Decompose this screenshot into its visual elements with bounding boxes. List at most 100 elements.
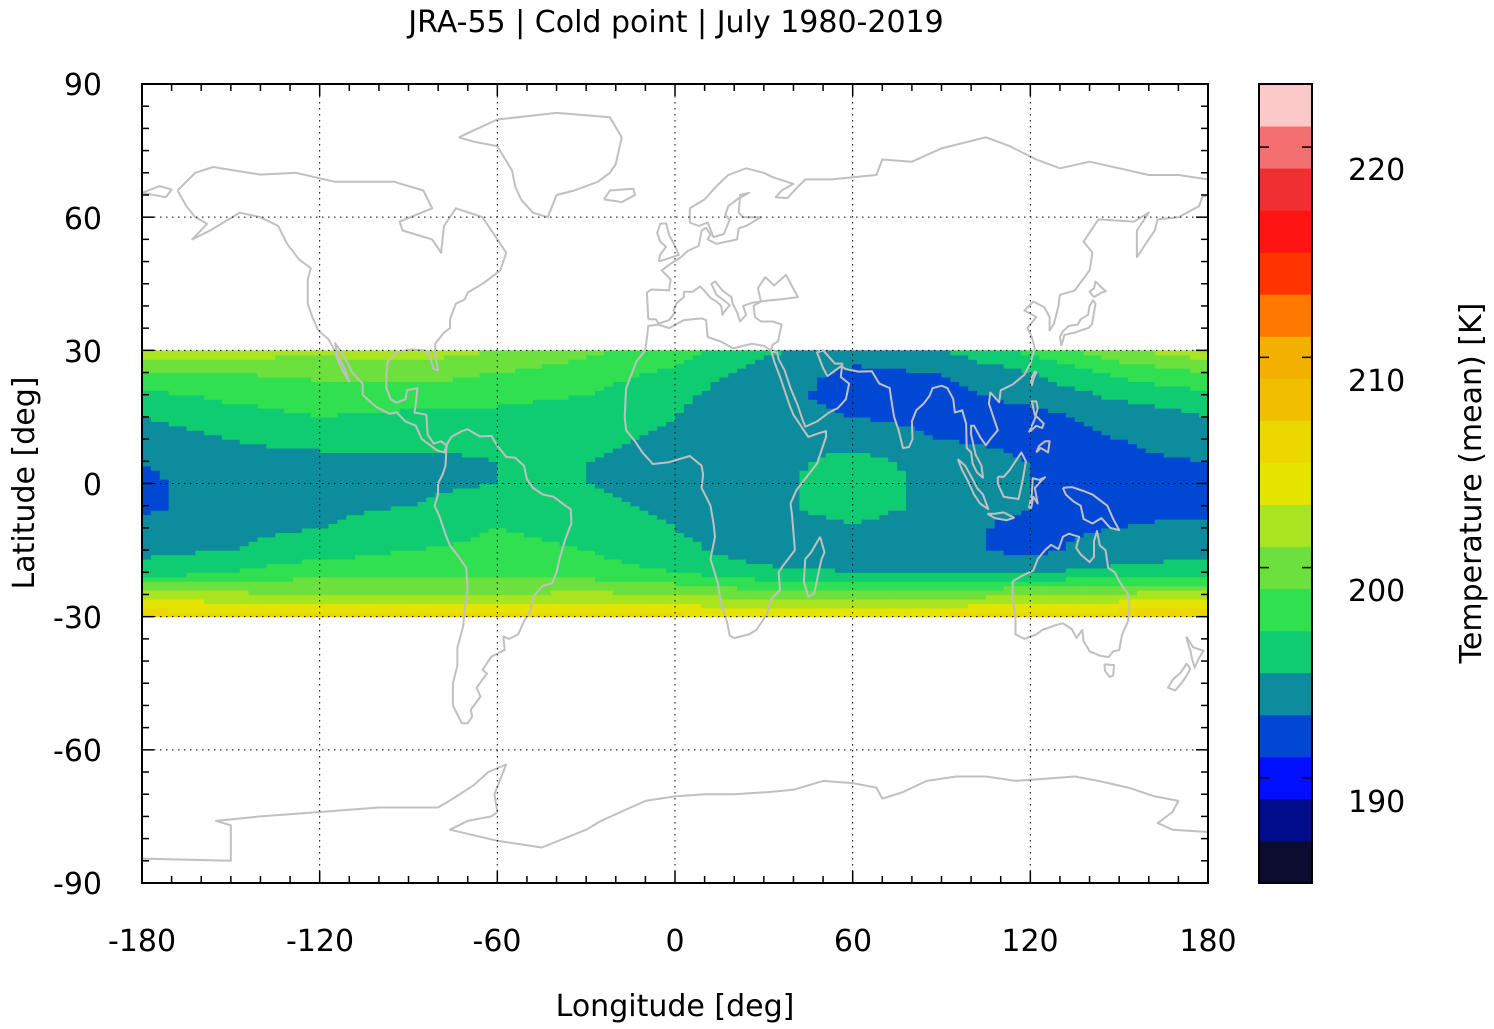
heatmap-cell xyxy=(301,519,312,525)
heatmap-cell xyxy=(692,483,703,489)
heatmap-cell xyxy=(888,447,898,454)
heatmap-cell xyxy=(337,479,347,485)
heatmap-cell xyxy=(381,554,392,560)
heatmap-cell xyxy=(1039,545,1049,551)
heatmap-cell xyxy=(728,519,738,525)
heatmap-cell xyxy=(781,447,792,454)
heatmap-cell xyxy=(568,536,578,542)
heatmap-cell xyxy=(275,607,285,613)
heatmap-cell xyxy=(675,563,685,569)
heatmap-cell xyxy=(577,519,587,525)
heatmap-cell xyxy=(914,558,925,564)
heatmap-cell xyxy=(1074,554,1085,560)
heatmap-cell xyxy=(968,505,978,511)
heatmap-cell xyxy=(257,567,267,573)
heatmap-cell xyxy=(675,594,685,600)
heatmap-cell xyxy=(195,563,205,569)
heatmap-cell xyxy=(301,576,312,582)
heatmap-cell xyxy=(177,581,188,587)
heatmap-cell xyxy=(230,523,241,529)
heatmap-cell xyxy=(559,536,569,542)
heatmap-cell xyxy=(470,541,481,547)
heatmap-cell xyxy=(497,603,507,609)
heatmap-cell xyxy=(150,443,161,449)
heatmap-cell xyxy=(1092,514,1102,520)
heatmap-cell xyxy=(293,612,303,618)
heatmap-cell xyxy=(746,447,756,454)
heatmap-cell xyxy=(177,456,188,462)
heatmap-cell xyxy=(683,550,694,556)
heatmap-cell xyxy=(1136,581,1147,587)
heatmap-cell xyxy=(337,492,347,498)
heatmap-cell xyxy=(1039,487,1049,493)
heatmap-cell xyxy=(914,434,925,440)
heatmap-cell xyxy=(568,496,578,502)
heatmap-cell xyxy=(559,479,569,485)
heatmap-cell xyxy=(150,576,161,582)
heatmap-cell xyxy=(204,439,214,445)
heatmap-cell xyxy=(666,523,676,529)
heatmap-cell xyxy=(452,465,463,471)
heatmap-cell xyxy=(1083,603,1094,609)
heatmap-cell xyxy=(754,541,765,547)
heatmap-cell xyxy=(577,563,587,569)
heatmap-cell xyxy=(452,479,463,485)
heatmap-cell xyxy=(603,603,614,609)
heatmap-cell xyxy=(1030,576,1040,582)
heatmap-cell xyxy=(888,536,898,542)
heatmap-cell xyxy=(488,563,498,569)
heatmap-cell xyxy=(666,501,676,507)
heatmap-cell xyxy=(1190,554,1200,560)
heatmap-cell xyxy=(426,430,436,436)
heatmap-cell xyxy=(195,585,205,591)
heatmap-cell xyxy=(221,505,232,511)
heatmap-cell xyxy=(319,590,330,596)
heatmap-cell xyxy=(150,465,161,471)
heatmap-cell xyxy=(897,585,907,591)
heatmap-cell xyxy=(177,434,188,440)
heatmap-cell xyxy=(861,434,872,440)
heatmap-cell xyxy=(390,581,401,587)
heatmap-cell xyxy=(1012,536,1023,542)
heatmap-cell xyxy=(452,563,463,569)
heatmap-cell xyxy=(515,527,525,533)
heatmap-cell xyxy=(977,603,987,609)
heatmap-cell xyxy=(710,514,721,520)
heatmap-cell xyxy=(159,447,170,454)
heatmap-cell xyxy=(195,558,205,564)
heatmap-cell xyxy=(577,554,587,560)
heatmap-cell xyxy=(1119,576,1129,582)
heatmap-cell xyxy=(932,483,943,489)
heatmap-cell xyxy=(346,532,356,538)
heatmap-cell xyxy=(905,483,916,489)
heatmap-cell xyxy=(985,487,996,493)
heatmap-cell xyxy=(879,545,889,551)
heatmap-cell xyxy=(1065,519,1076,525)
heatmap-cell xyxy=(1190,594,1200,600)
heatmap-cell xyxy=(763,470,774,476)
heatmap-cell xyxy=(444,465,454,471)
heatmap-cell xyxy=(461,492,472,498)
heatmap-cell xyxy=(1154,572,1165,578)
heatmap-cell xyxy=(417,594,427,600)
heatmap-cell xyxy=(586,496,596,502)
heatmap-cell xyxy=(337,541,347,547)
heatmap-cell xyxy=(630,501,641,507)
heatmap-cell xyxy=(754,434,765,440)
heatmap-cell xyxy=(248,594,259,600)
heatmap-cell xyxy=(470,563,481,569)
heatmap-cell xyxy=(497,536,507,542)
heatmap-cell xyxy=(879,443,889,449)
heatmap-cell xyxy=(781,492,792,498)
heatmap-cell xyxy=(221,443,232,449)
heatmap-cell xyxy=(595,567,605,573)
heatmap-cell xyxy=(381,598,392,604)
heatmap-cell xyxy=(266,430,276,436)
heatmap-cell xyxy=(497,558,507,564)
heatmap-cell xyxy=(728,470,738,476)
heatmap-cell xyxy=(284,567,294,573)
heatmap-cell xyxy=(1021,510,1031,516)
heatmap-cell xyxy=(221,510,232,516)
heatmap-cell xyxy=(417,443,427,449)
heatmap-cell xyxy=(1199,447,1209,454)
